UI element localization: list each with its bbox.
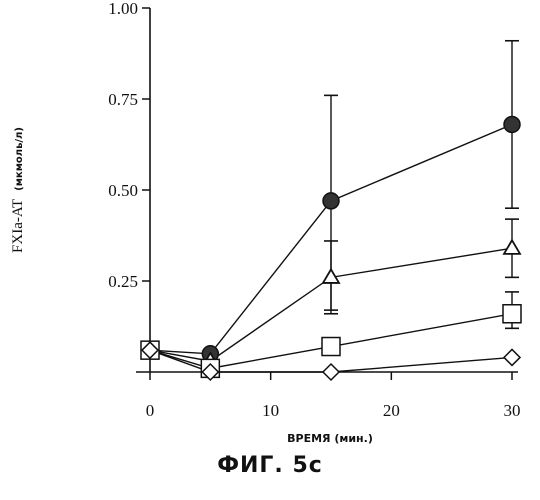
y-tick-label: 0.75 [108,90,138,109]
data-point-diamond [323,364,339,380]
y-tick-label: 0.50 [108,181,138,200]
y-tick-label: 1.00 [108,0,138,18]
data-point-square [503,305,521,323]
data-point-square [322,338,340,356]
data-point-filled-circle [504,116,520,132]
fxia-at-chart: 0.25 0.50 0.75 1.00 0 10 20 30 ВРЕМЯ (мин.) FXI… [0,0,540,450]
figure-label: ФИГ. 5с [0,453,540,478]
x-tick-label: 20 [383,401,400,420]
x-tick-label: 10 [262,401,279,420]
x-axis-title: ВРЕМЯ (мин.) [287,432,373,445]
x-tick-label: 30 [504,401,521,420]
x-tick-label: 0 [146,401,155,420]
y-axis-unit: (мкмоль/л) [14,127,25,191]
y-axis-title-group: FXIa-AT (мкмоль/л) [9,127,26,253]
data-point-diamond [504,349,520,365]
svg-text:FXIa-AT (мкмоль/л): FXIa-AT (мкмоль/л) [9,127,26,253]
y-axis-title: FXIa-AT [10,199,26,253]
data-point-triangle [504,240,520,254]
y-tick-label: 0.25 [108,272,138,291]
data-point-filled-circle [323,193,339,209]
error-bars [324,41,519,329]
axes [136,8,518,372]
